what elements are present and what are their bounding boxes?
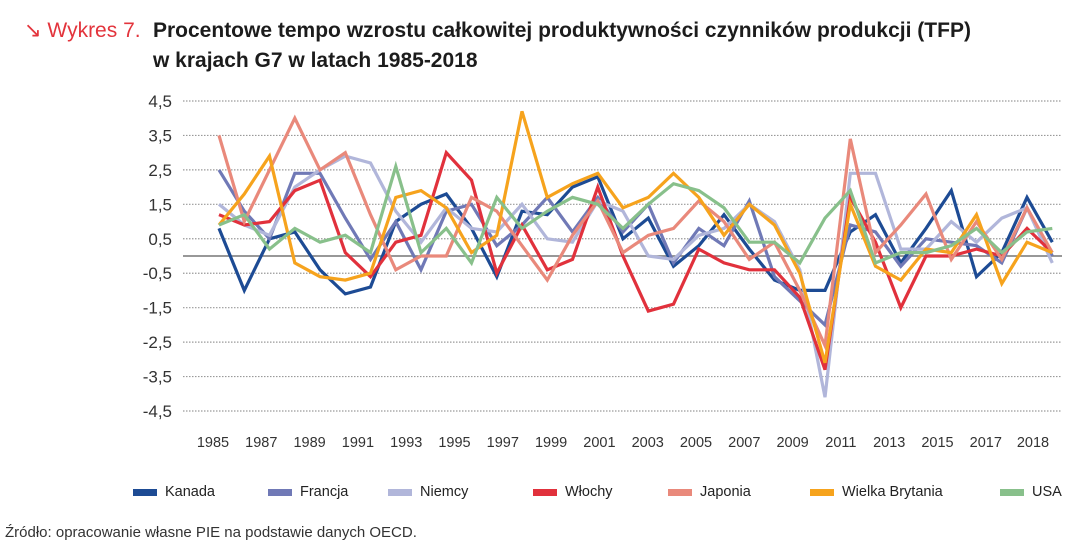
x-tick-label: 1985	[197, 435, 229, 451]
legend-item: Kanada	[133, 484, 215, 500]
x-tick-label: 2007	[728, 435, 760, 451]
series-line-japonia	[217, 114, 1054, 352]
x-tick-label: 1991	[342, 435, 374, 451]
x-tick-label: 2015	[921, 435, 953, 451]
legend-swatch	[668, 488, 692, 496]
series-line-niemcy	[217, 154, 1054, 398]
x-tick-label: 2018	[1017, 435, 1049, 451]
series-line-wielka-brytania	[217, 110, 1053, 364]
y-tick-label: 0,5	[148, 230, 172, 249]
legend-swatch	[268, 488, 292, 496]
legend-item: Wielka Brytania	[810, 484, 943, 500]
x-tick-label: 1989	[293, 435, 325, 451]
y-tick-label: -0,5	[143, 264, 172, 283]
x-tick-label: 2013	[873, 435, 905, 451]
y-tick-label: 3,5	[148, 126, 172, 145]
x-tick-label: 1993	[390, 435, 422, 451]
figure-label: ↘ Wykres 7.	[24, 19, 141, 42]
chart-title-line2: w krajach G7 w latach 1985-2018	[153, 49, 478, 72]
y-tick-label: 4,5	[148, 92, 172, 111]
legend-label: Kanada	[165, 484, 215, 500]
x-tick-label: 2009	[776, 435, 808, 451]
legend-label: Japonia	[700, 484, 751, 500]
legend-label: USA	[1032, 484, 1062, 500]
y-tick-label: 1,5	[148, 195, 172, 214]
source-note: Źródło: opracowanie własne PIE na podsta…	[5, 524, 417, 541]
x-tick-label: 1997	[487, 435, 519, 451]
x-tick-label: 1987	[245, 435, 277, 451]
legend-label: Niemcy	[420, 484, 469, 500]
x-tick-label: 2011	[825, 435, 856, 451]
legend-item: Niemcy	[388, 484, 468, 500]
legend-swatch	[133, 488, 157, 496]
y-tick-label: -1,5	[143, 299, 172, 318]
legend-item: Francja	[268, 484, 348, 500]
x-tick-label: 2003	[632, 435, 664, 451]
legend-item: USA	[1000, 484, 1062, 500]
legend-swatch	[810, 488, 834, 496]
x-tick-label: 2001	[583, 435, 615, 451]
y-tick-label: -4,5	[143, 402, 172, 421]
legend-label: Wielka Brytania	[842, 484, 943, 500]
legend-swatch	[533, 488, 557, 496]
series-line-kanada	[217, 174, 1054, 296]
legend-item: Japonia	[668, 484, 751, 500]
series-line-włochy	[218, 149, 1054, 371]
legend-swatch	[1000, 488, 1024, 496]
y-tick-label: 2,5	[148, 161, 172, 180]
y-tick-label: -3,5	[143, 368, 172, 387]
y-tick-label: -2,5	[143, 333, 172, 352]
legend-label: Włochy	[565, 484, 613, 500]
x-tick-label: 2017	[970, 435, 1002, 451]
legend-swatch	[388, 488, 412, 496]
x-tick-label: 1999	[535, 435, 567, 451]
chart-title: Procentowe tempo wzrostu całkowitej prod…	[153, 16, 1073, 76]
x-tick-label: 1995	[438, 435, 470, 451]
chart-title-line1: Procentowe tempo wzrostu całkowitej prod…	[153, 19, 971, 42]
x-tick-label: 2005	[680, 435, 712, 451]
legend-item: Włochy	[533, 484, 613, 500]
legend-label: Francja	[300, 484, 349, 500]
series-line-usa	[218, 160, 1053, 267]
